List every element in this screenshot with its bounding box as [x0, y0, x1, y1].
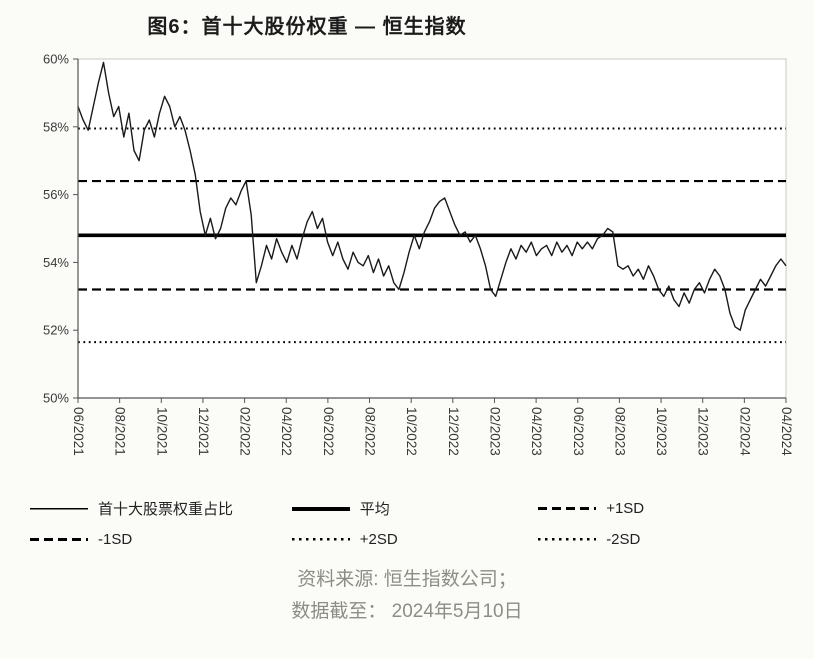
chart-canvas: 50% 52% 54% 56% 58% 60% 06/2021 08/2021 10/2021 1… — [43, 52, 794, 457]
svg-text:08/2023: 08/2023 — [612, 407, 627, 456]
svg-text:02/2022: 02/2022 — [238, 407, 253, 456]
svg-text:08/2021: 08/2021 — [113, 407, 128, 456]
plus2sd-line-sample — [291, 537, 350, 542]
plus1sd-line-sample — [538, 506, 597, 511]
svg-text:12/2023: 12/2023 — [696, 407, 711, 456]
series-line-sample — [30, 506, 88, 511]
svg-text:06/2021: 06/2021 — [71, 407, 86, 456]
svg-text:60%: 60% — [43, 52, 69, 67]
legend-label: -2SD — [606, 531, 641, 548]
plot-area — [77, 58, 787, 399]
svg-text:52%: 52% — [43, 323, 69, 338]
minus1sd-line-sample — [30, 537, 88, 542]
svg-text:12/2021: 12/2021 — [196, 407, 211, 456]
svg-text:12/2022: 12/2022 — [446, 407, 461, 456]
svg-text:50%: 50% — [43, 391, 69, 406]
legend-item-plus1sd: +1SD — [538, 498, 800, 519]
line-chart: 50% 52% 54% 56% 58% 60% 06/2021 08/2021 10/2021 1… — [0, 43, 814, 488]
legend-item-mean: 平均 — [291, 498, 538, 519]
svg-text:10/2021: 10/2021 — [154, 407, 169, 456]
svg-text:06/2022: 06/2022 — [321, 407, 336, 456]
svg-text:56%: 56% — [43, 187, 69, 202]
legend-label: +1SD — [606, 500, 645, 517]
legend-label: +2SD — [359, 531, 398, 548]
svg-text:04/2022: 04/2022 — [279, 407, 294, 456]
legend-label: -1SD — [98, 531, 133, 548]
source-line: 资料来源: 恒生指数公司； — [297, 569, 517, 590]
chart-legend: 首十大股票权重占比 平均 +1SD -1SD +2SD -2SD — [30, 498, 800, 548]
svg-text:08/2022: 08/2022 — [363, 407, 378, 456]
svg-text:02/2024: 02/2024 — [737, 407, 752, 456]
svg-text:58%: 58% — [43, 119, 69, 134]
cutoff-line: 数据截至： 2024年5月10日 — [291, 601, 523, 622]
svg-text:04/2023: 04/2023 — [529, 407, 544, 456]
legend-item-plus2sd: +2SD — [291, 531, 538, 548]
chart-title: 图6：首十大股份权重 — 恒生指数 — [147, 16, 467, 38]
legend-label: 首十大股票权重占比 — [98, 501, 234, 518]
svg-text:10/2023: 10/2023 — [654, 407, 669, 456]
mean-line-sample — [291, 506, 350, 511]
legend-item-series: 首十大股票权重占比 — [30, 498, 292, 519]
legend-item-minus2sd: -2SD — [538, 531, 800, 548]
legend-label: 平均 — [359, 501, 390, 518]
series-line — [77, 61, 787, 331]
svg-text:04/2024: 04/2024 — [779, 407, 794, 456]
svg-text:54%: 54% — [43, 255, 69, 270]
legend-item-minus1sd: -1SD — [30, 531, 292, 548]
svg-text:02/2023: 02/2023 — [487, 407, 502, 456]
svg-text:06/2023: 06/2023 — [571, 407, 586, 456]
source-note: 资料来源: 恒生指数公司； 数据截至： 2024年5月10日 — [0, 564, 814, 628]
minus2sd-line-sample — [538, 537, 597, 542]
svg-text:10/2022: 10/2022 — [404, 407, 419, 456]
